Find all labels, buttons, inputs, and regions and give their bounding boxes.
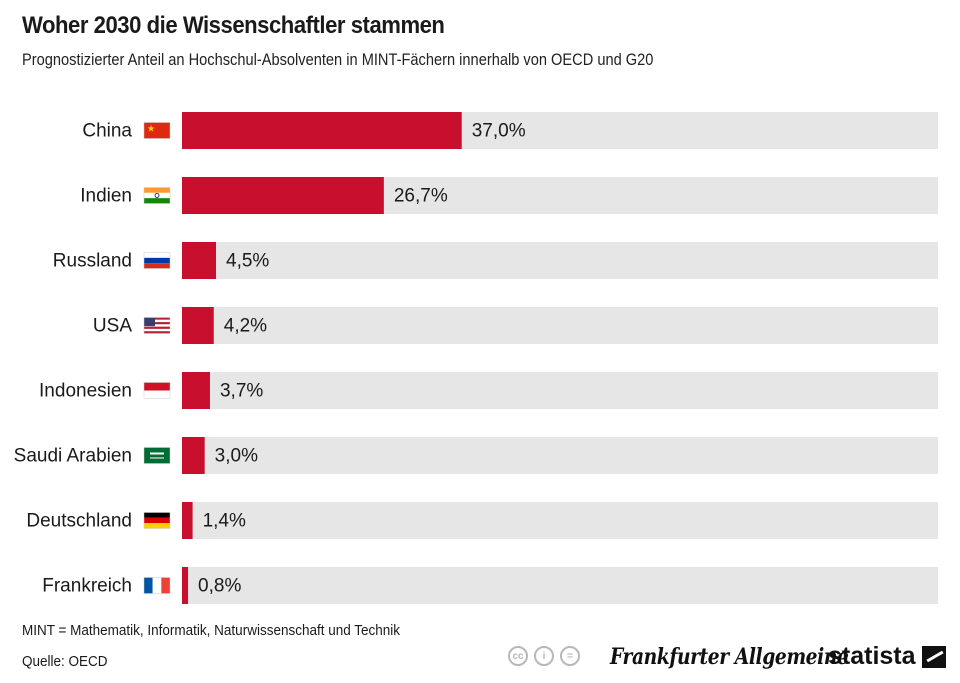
bar-row: Russland 4,5% (53, 242, 938, 279)
bar (182, 112, 462, 149)
no-derivatives-icon: = (560, 646, 580, 666)
statista-mark-icon (921, 645, 946, 668)
license-icons: cc i = (508, 646, 580, 666)
category-label: China (82, 121, 132, 142)
bar-row: Saudi Arabien 3,0% (14, 437, 938, 474)
bar-row: Indonesien 3,7% (39, 372, 938, 409)
bar-track (182, 502, 938, 539)
bar (182, 177, 384, 214)
germany-flag-icon (143, 512, 171, 529)
faz-logo: Frankfurter Allgemeine (610, 644, 849, 670)
indonesia-flag-icon (143, 382, 171, 399)
category-label: Indien (80, 186, 132, 207)
bar-track (182, 372, 938, 409)
category-label: USA (93, 316, 132, 337)
category-label: Saudi Arabien (14, 446, 132, 467)
category-label: Frankreich (42, 576, 132, 597)
bar-row: China ★ 37,0% (82, 112, 938, 149)
cc-license-icon: cc (508, 646, 528, 666)
usa-flag-icon (143, 317, 171, 334)
bar-track (182, 567, 938, 604)
bar-chart: China ★ 37,0% Indien 26,7% Russland 4,5% USA 4,2… (14, 112, 938, 604)
bar-row: Frankreich 0,8% (42, 567, 938, 604)
value-label: 26,7% (394, 186, 448, 207)
bar (182, 567, 189, 604)
chart-subtitle: Prognostizierter Anteil an Hochschul-Abs… (22, 50, 654, 69)
bar (182, 307, 214, 344)
france-flag-icon (143, 577, 171, 594)
category-label: Deutschland (26, 511, 132, 532)
category-label: Russland (53, 251, 132, 272)
india-flag-icon (143, 187, 171, 204)
value-label: 1,4% (203, 511, 246, 532)
value-label: 4,2% (224, 316, 267, 337)
bar-row: USA 4,2% (93, 307, 938, 344)
bar-track (182, 242, 938, 279)
value-label: 37,0% (472, 121, 526, 142)
source-note: Quelle: OECD (22, 653, 108, 670)
value-label: 0,8% (198, 576, 241, 597)
bar-track (182, 307, 938, 344)
bar (182, 437, 205, 474)
statista-logo: statista (828, 642, 946, 671)
value-label: 3,7% (220, 381, 263, 402)
value-label: 4,5% (226, 251, 269, 272)
bar (182, 242, 217, 279)
category-label: Indonesien (39, 381, 132, 402)
bar-row: Indien 26,7% (80, 177, 938, 214)
attribution-icon: i (534, 646, 554, 666)
russia-flag-icon (143, 252, 171, 269)
value-label: 3,0% (215, 446, 258, 467)
bar-track (182, 437, 938, 474)
statista-wordmark: statista (828, 642, 916, 670)
saudi-arabia-flag-icon (143, 447, 171, 464)
footnote: MINT = Mathematik, Informatik, Naturwiss… (22, 622, 401, 639)
chart-title: Woher 2030 die Wissenschaftler stammen (22, 12, 445, 39)
bar (182, 502, 193, 539)
bar (182, 372, 210, 409)
svg-text:★: ★ (147, 124, 155, 134)
china-flag-icon: ★ (143, 122, 171, 139)
bar-row: Deutschland 1,4% (26, 502, 938, 539)
